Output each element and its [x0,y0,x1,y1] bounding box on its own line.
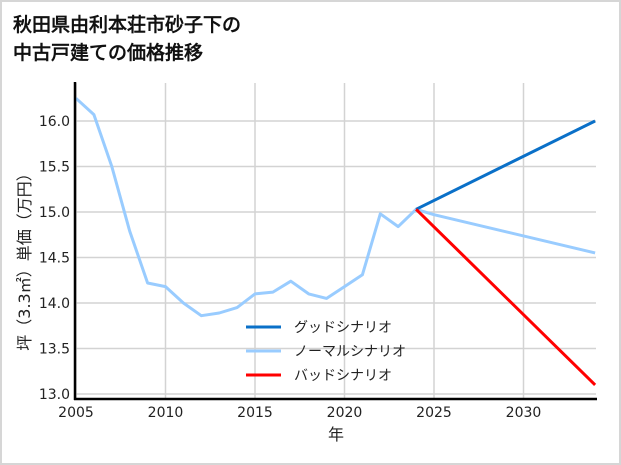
y-axis-label: 坪（3.3㎡）単価（万円） [15,165,34,350]
x-tick-label: 2030 [506,405,542,421]
y-tick-label: 15.5 [39,160,70,176]
y-tick-label: 16.0 [39,114,70,130]
legend-label: ノーマルシナリオ [294,344,406,360]
x-tick-label: 2010 [148,405,184,421]
y-tick-label: 15.0 [39,205,70,221]
gridlines [75,83,596,399]
legend-label: グッドシナリオ [294,320,392,336]
y-tick-label: 13.5 [39,342,70,358]
series-line-2 [415,208,597,386]
chart-title: 秋田県由利本荘市砂子下の 中古戸建ての価格推移 [13,14,242,64]
legend-label: バッドシナリオ [294,368,392,384]
y-tick-label: 14.5 [39,251,70,267]
series-lines [74,97,597,386]
x-axis-ticks: 2005 2010 2015 2020 2025 2030 [58,405,541,421]
y-tick-label: 13.0 [39,387,70,403]
x-tick-label: 2020 [327,405,363,421]
x-axis-label: 年 [328,425,344,444]
x-tick-label: 2025 [416,405,452,421]
series-line-0 [415,119,596,211]
y-tick-label: 14.0 [39,296,70,312]
x-tick-label: 2005 [58,405,94,421]
series-line-1 [74,97,596,318]
y-axis-ticks: 13.0 13.5 14.0 14.5 15.0 15.5 16.0 [39,114,70,403]
x-tick-label: 2015 [237,405,273,421]
